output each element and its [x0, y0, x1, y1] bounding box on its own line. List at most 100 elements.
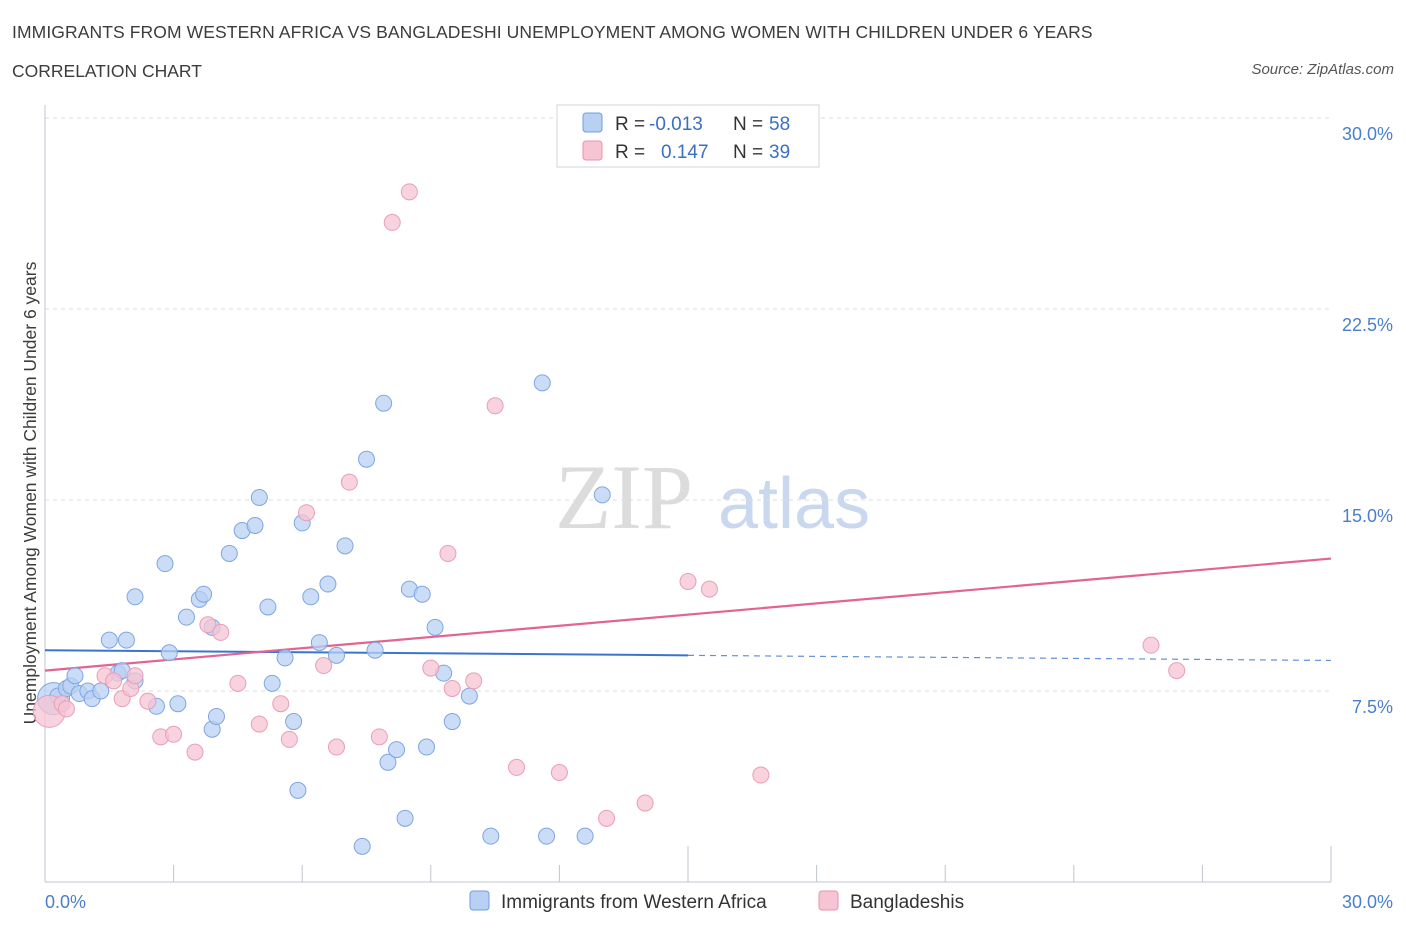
legend-n-label-blue: N =: [733, 114, 763, 135]
pink-point-12: [199, 616, 217, 634]
blue-point-42: [366, 641, 384, 659]
blue-point-37: [319, 575, 337, 593]
blue-point-9: [100, 631, 118, 649]
pink-point-15: [250, 715, 268, 733]
blue-point-30: [263, 674, 281, 692]
blue-point-39: [336, 537, 354, 555]
watermark: ZIP atlas: [555, 446, 870, 548]
pink-point-16: [272, 695, 290, 713]
pink-point-10: [165, 725, 183, 743]
blue-point-54: [482, 827, 500, 845]
y-tick-label-2: 22.5%: [1342, 315, 1393, 335]
x-tick-label-max: 30.0%: [1342, 892, 1393, 912]
pink-point-35: [700, 580, 718, 598]
legend-swatch-blue: [582, 112, 603, 133]
series-western-africa-points: [37, 374, 611, 855]
blue-point-18: [169, 695, 187, 713]
pink-point-21: [340, 473, 358, 491]
pink-point-36: [752, 766, 770, 784]
blue-point-55: [533, 374, 551, 392]
blue-point-53: [460, 687, 478, 705]
pink-point-11: [186, 743, 204, 761]
pink-point-18: [297, 504, 315, 522]
y-tick-label-1: 15.0%: [1342, 506, 1393, 526]
pink-point-8: [139, 692, 157, 710]
blue-point-35: [302, 588, 320, 606]
series-bangladeshis-points: [32, 183, 1186, 827]
blue-point-46: [396, 809, 414, 827]
pink-point-20: [327, 738, 345, 756]
y-tick-label-3: 30.0%: [1342, 124, 1393, 144]
gridlines: [45, 117, 1331, 692]
pink-point-19: [315, 657, 333, 675]
pink-point-33: [636, 794, 654, 812]
blue-point-38: [327, 646, 345, 664]
pink-point-22: [370, 728, 388, 746]
blue-point-29: [259, 598, 277, 616]
pink-point-2: [57, 700, 75, 718]
pink-point-31: [550, 763, 568, 781]
pink-point-27: [443, 679, 461, 697]
y-tick-labels: 7.5% 15.0% 22.5% 30.0%: [1342, 124, 1393, 717]
blue-point-41: [358, 450, 375, 468]
pink-point-13: [212, 623, 230, 641]
blue-point-4: [66, 667, 84, 685]
chart-subtitle: CORRELATION CHART: [12, 61, 202, 81]
blue-point-8: [92, 682, 110, 700]
watermark-atlas: atlas: [718, 464, 870, 544]
blue-point-31: [276, 649, 294, 667]
y-axis-label: Unemployment Among Women with Children U…: [20, 261, 40, 724]
bottom-legend-swatch-pink: [818, 890, 839, 911]
pink-point-26: [439, 544, 457, 562]
legend-swatch-pink: [582, 140, 603, 161]
pink-point-7: [126, 667, 144, 685]
correlation-legend: R = -0.013 N = 58 R = 0.147 N = 39: [556, 104, 820, 168]
pink-point-28: [465, 672, 483, 690]
blue-point-19: [177, 608, 195, 626]
blue-point-48: [413, 585, 431, 603]
blue-point-21: [195, 585, 213, 603]
legend-n-value-blue: 58: [769, 114, 790, 135]
x-tick-label-min: 0.0%: [45, 892, 86, 912]
blue-point-52: [443, 713, 461, 731]
pink-point-25: [422, 659, 440, 677]
blue-point-45: [388, 741, 406, 759]
blue-point-17: [160, 644, 178, 662]
blue-point-28: [250, 488, 268, 506]
trend-line-pink: [44, 557, 1332, 672]
trend-line-blue-extension: [687, 654, 1332, 662]
legend-n-value-pink: 39: [769, 142, 790, 163]
blue-point-57: [576, 827, 594, 845]
x-tick-labels: 0.0% 30.0%: [45, 892, 1393, 912]
trend-line-blue: [44, 649, 689, 657]
blue-point-32: [285, 713, 303, 731]
blue-point-24: [207, 707, 225, 725]
watermark-zip: ZIP: [555, 446, 693, 548]
legend-n-label-pink: N =: [733, 142, 763, 163]
legend-r-value-blue: -0.013: [649, 114, 703, 135]
blue-point-14: [126, 588, 144, 606]
bottom-legend-swatch-blue: [469, 890, 490, 911]
blue-point-50: [426, 618, 444, 636]
blue-point-58: [593, 486, 611, 504]
pink-point-29: [486, 397, 504, 415]
blue-point-33: [289, 781, 307, 799]
pink-point-14: [229, 674, 247, 692]
axes: [44, 105, 1332, 883]
trend-lines: [44, 557, 1332, 672]
pink-point-32: [598, 809, 616, 827]
blue-point-44: [379, 753, 397, 771]
y-tick-label-0: 7.5%: [1352, 697, 1393, 717]
pink-point-23: [383, 213, 401, 231]
blue-point-40: [353, 837, 371, 855]
source-note: Source: ZipAtlas.com: [1251, 61, 1394, 78]
pink-point-38: [1168, 662, 1186, 680]
chart-title: IMMIGRANTS FROM WESTERN AFRICA VS BANGLA…: [12, 22, 1093, 42]
pink-point-24: [400, 183, 418, 201]
blue-point-25: [220, 544, 238, 562]
blue-point-16: [156, 555, 174, 573]
legend-r-value-pink: 0.147: [661, 142, 709, 163]
pink-point-34: [679, 572, 697, 590]
blue-point-36: [310, 634, 328, 652]
bottom-legend-label-pink: Bangladeshis: [850, 892, 964, 913]
